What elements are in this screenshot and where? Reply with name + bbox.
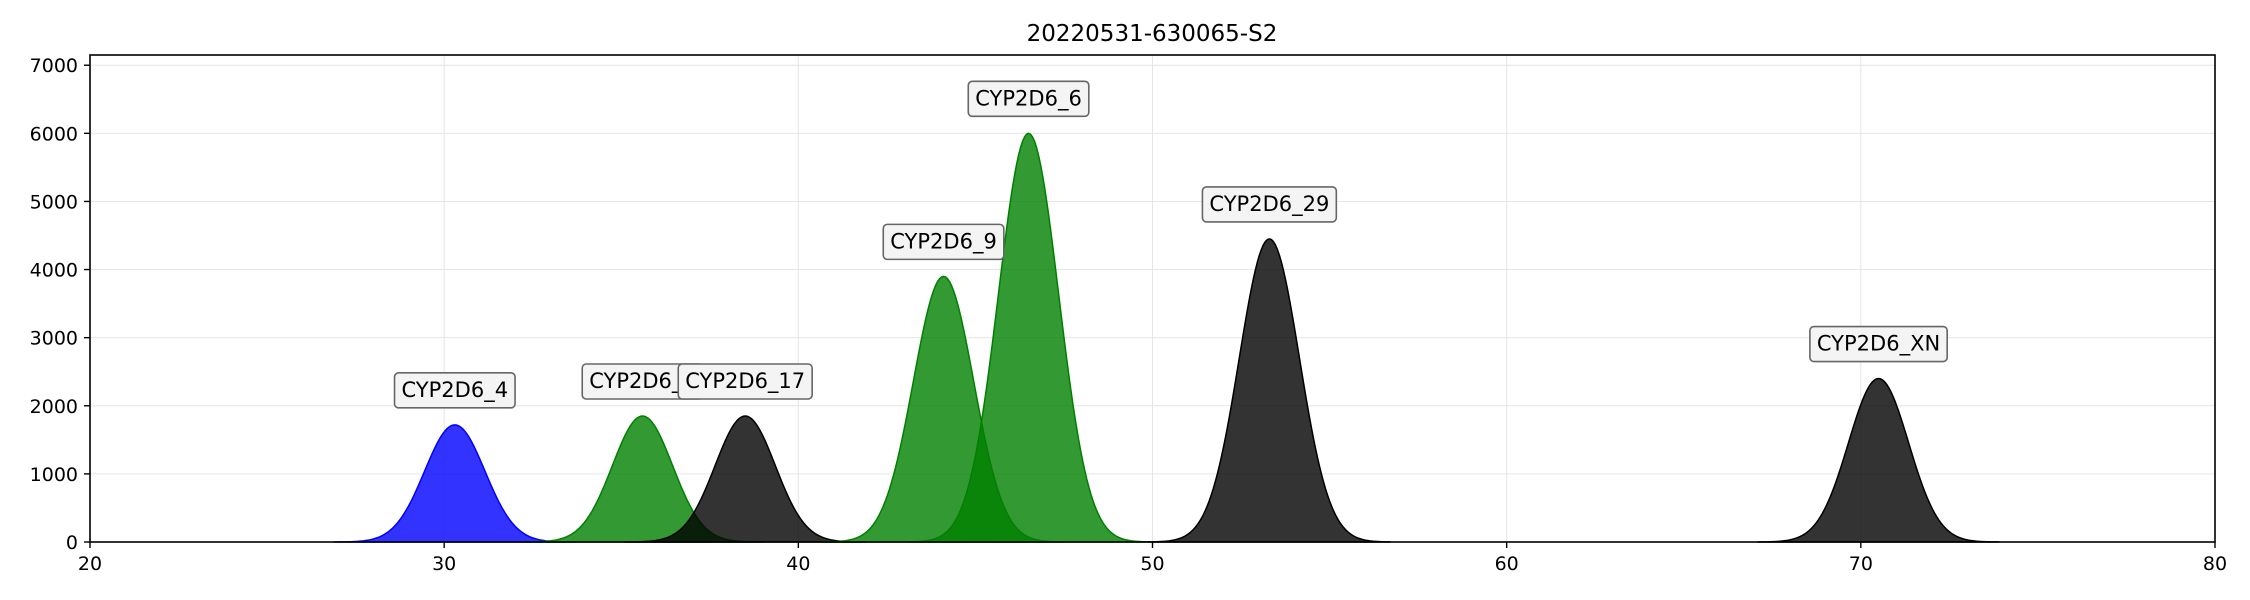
peak-cyp2d6-17 (624, 415, 867, 543)
y-tick-label: 0 (66, 532, 78, 554)
peak-label-text: CYP2D6_4 (402, 378, 509, 403)
peak-labels: CYP2D6_4 CYP2D6_3CYP2D6_17CYP2D6_9CYP2D6_… (393, 80, 1948, 409)
y-tick-label: 4000 (30, 260, 78, 282)
peak-label-cyp2d6-4: CYP2D6_4 (393, 372, 516, 409)
peak-label-box (967, 80, 1090, 118)
peak-label-text: CYP2D6_XN (1817, 332, 1940, 357)
x-tick-label: 60 (1495, 553, 1519, 575)
x-tick-label: 80 (2203, 553, 2227, 575)
peak-label-cyp2d6-17: CYP2D6_17 (677, 363, 813, 400)
peak-label-box (1809, 325, 1948, 363)
peak-label-text: CYP2D6_17 (685, 369, 805, 394)
x-tick-label: 70 (1849, 553, 1873, 575)
y-tick-label: 3000 (30, 328, 78, 350)
peak-cyp2d6-4 (333, 424, 576, 543)
y-tick-label: 6000 (30, 123, 78, 145)
peak-label-box (677, 363, 813, 400)
peak-cyp2d6-6 (907, 132, 1150, 543)
x-tick-label: 50 (1140, 553, 1164, 575)
y-tick-label: 2000 (30, 396, 78, 418)
y-tick-label: 5000 (30, 191, 78, 213)
y-tick-label: 7000 (30, 55, 78, 77)
x-tick-label: 30 (432, 553, 456, 575)
peak-label-text: CYP2D6_6 (975, 86, 1082, 111)
peak-label-cyp2d6-29: CYP2D6_29 (1201, 186, 1338, 223)
x-tick-label: 40 (786, 553, 810, 575)
peak-cyp2d6-29 (1148, 238, 1391, 543)
peak-label-box (393, 372, 516, 409)
peak-label-cyp2d6-9: CYP2D6_9 (882, 223, 1005, 261)
x-tick-label: 20 (78, 553, 102, 575)
peak-label-box (1201, 186, 1338, 223)
peak-label-text: CYP2D6_29 (1209, 192, 1329, 217)
peak-label-box (882, 223, 1005, 261)
peak-cyp2d6-xn (1757, 377, 2000, 543)
y-tick-label: 1000 (30, 464, 78, 486)
axis-ticks: 20 30 40 50 60 70 80 0 1000 2000 3000 4000 5000 6000 7… (30, 55, 2227, 575)
peak-label-cyp2d6-6: CYP2D6_6 (967, 80, 1090, 118)
peak-label-text: CYP2D6_9 (890, 229, 997, 254)
chart-title: 20220531-630065-S2 (1027, 21, 1278, 47)
peaks (333, 132, 2000, 543)
peak-label-cyp2d6-xn: CYP2D6_XN (1809, 325, 1948, 363)
